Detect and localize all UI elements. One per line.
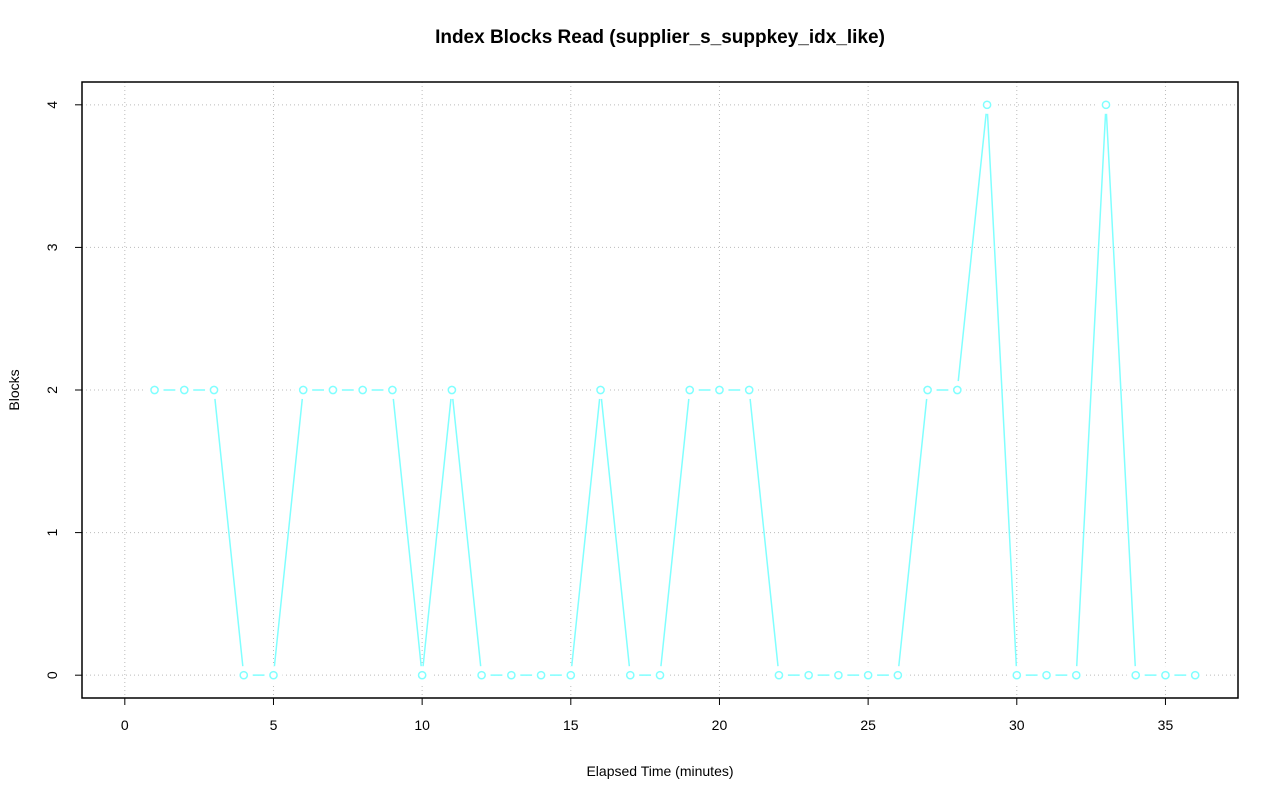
data-point [952,385,962,395]
gap [323,381,342,399]
data-point [834,670,843,680]
plot-box [81,81,1239,699]
gap [442,381,461,399]
gap [1007,666,1026,685]
y-tick-label: 3 [44,243,60,251]
gap [234,666,253,685]
x-tick-label: 15 [563,717,579,733]
x-tick-label: 5 [270,717,278,733]
data-point [923,385,932,395]
gap [680,381,699,399]
data-point [982,100,992,110]
data-point [863,670,873,680]
x-tick-label: 35 [1158,717,1174,733]
gap [353,381,372,399]
data-point [358,385,368,395]
data-point [804,670,814,680]
x-tick-label: 10 [414,717,430,733]
gap [948,381,967,399]
data-point [1131,670,1141,680]
chart-title: Index Blocks Read (supplier_s_suppkey_id… [435,27,885,48]
gap [145,381,164,399]
gap [1156,666,1175,685]
gap [651,666,669,685]
data-point [150,385,159,395]
data-point [893,670,903,680]
gap [175,381,194,399]
data-point [298,385,308,395]
data-point [388,385,397,395]
y-tick-label: 4 [44,101,60,109]
gap [888,666,907,685]
x-axis-label: Elapsed Time (minutes) [586,763,733,779]
gap [769,666,788,685]
data-point [1071,670,1081,680]
data-point [1161,670,1170,680]
gap [978,95,997,114]
data-point [655,670,665,680]
data-point [744,385,754,395]
gap [1067,666,1086,685]
gap [502,666,521,685]
data-point [269,670,278,680]
data-point [239,670,249,680]
gap [740,381,759,399]
gap [591,381,610,399]
y-tick-label: 1 [44,528,60,536]
y-axis-label: Blocks [6,369,22,410]
data-point [1012,670,1022,680]
gap [829,666,848,685]
x-tick-label: 0 [121,717,129,733]
data-point [506,670,516,680]
data-point [209,385,219,395]
data-point [477,670,486,680]
data-point [179,385,189,395]
gap [621,666,640,685]
gap [472,666,491,685]
gap [264,666,283,685]
data-point [1101,100,1111,110]
gap [1037,666,1056,685]
data-point [596,385,605,395]
data-point [328,385,338,395]
x-tick-label: 30 [1009,717,1025,733]
data-point [1190,670,1200,680]
gap [1126,666,1145,685]
gap [205,381,224,399]
data-point [715,385,724,395]
gap [918,381,937,399]
gap [1186,666,1205,685]
gap [799,666,818,685]
gap [710,381,729,399]
y-tick-label: 0 [44,671,60,679]
data-point [1042,670,1051,680]
x-tick-label: 20 [712,717,728,733]
y-tick-label: 2 [44,386,60,394]
x-tick-label: 25 [860,717,876,733]
gap [532,666,551,685]
gap [383,381,402,399]
gap [561,666,580,685]
gap [413,666,432,685]
data-point [417,670,427,680]
data-point [685,385,695,395]
gap [1096,95,1115,114]
data-point [774,670,784,680]
gap [294,381,313,399]
data-point [625,670,635,680]
data-point [447,385,457,395]
gap [859,666,878,685]
data-point [536,670,546,680]
data-point [566,670,576,680]
